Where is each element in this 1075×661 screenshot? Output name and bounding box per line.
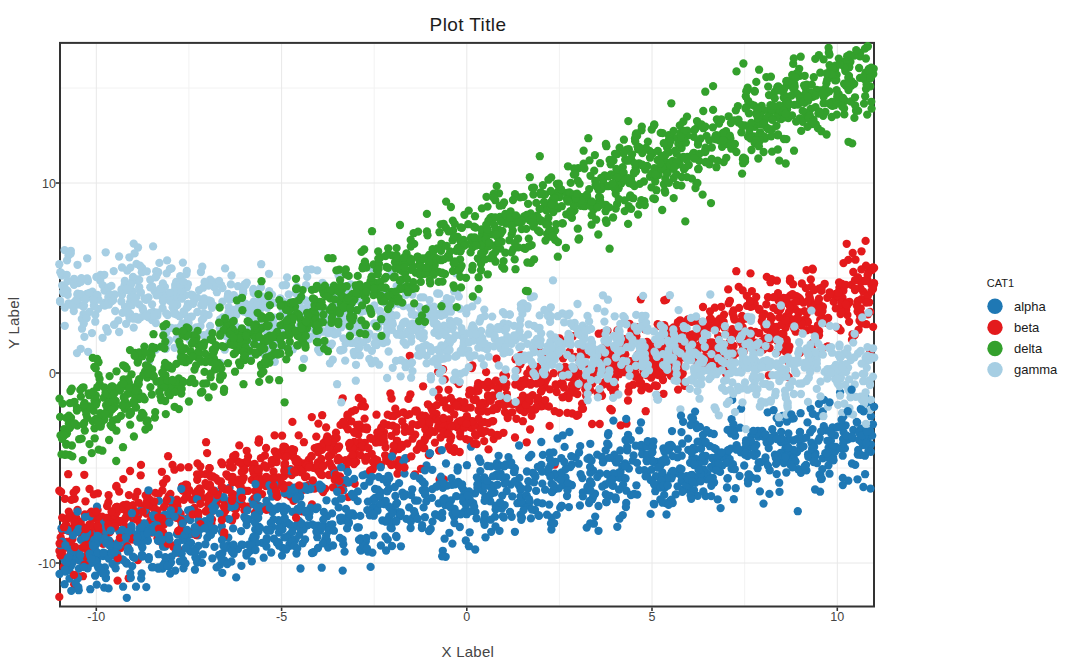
svg-text:gamma: gamma <box>1014 362 1058 377</box>
svg-text:delta: delta <box>1014 341 1043 356</box>
svg-text:-10: -10 <box>87 610 105 624</box>
svg-text:Plot Title: Plot Title <box>430 14 507 35</box>
svg-text:CAT1: CAT1 <box>987 277 1014 289</box>
svg-text:10: 10 <box>830 610 844 624</box>
svg-text:0: 0 <box>463 610 470 624</box>
svg-text:10: 10 <box>42 177 56 191</box>
svg-text:0: 0 <box>49 367 56 381</box>
svg-text:Y Label: Y Label <box>5 297 22 349</box>
svg-text:alpha: alpha <box>1014 299 1047 314</box>
svg-text:X Label: X Label <box>441 643 494 660</box>
svg-text:-10: -10 <box>38 557 56 571</box>
svg-text:5: 5 <box>649 610 656 624</box>
svg-text:beta: beta <box>1014 320 1040 335</box>
svg-text:-5: -5 <box>276 610 287 624</box>
